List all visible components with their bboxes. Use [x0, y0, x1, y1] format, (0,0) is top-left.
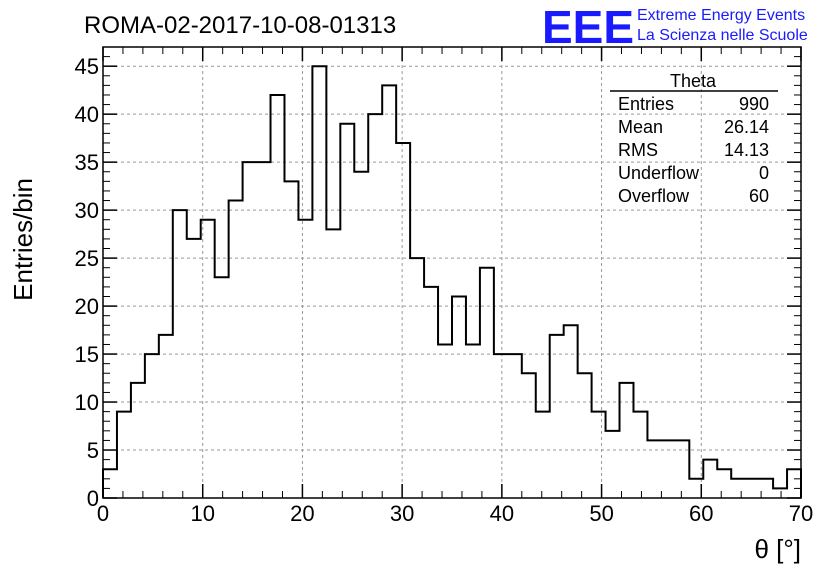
stats-value-overflow: 60 [749, 186, 769, 206]
stats-label-entries: Entries [618, 94, 674, 114]
y-tick-label: 0 [87, 486, 99, 511]
stats-value-underflow: 0 [759, 163, 769, 183]
y-tick-label: 25 [75, 246, 99, 271]
stats-value-mean: 26.14 [724, 117, 769, 137]
x-tick-labels: 0 10 20 30 40 50 60 70 [97, 501, 813, 526]
x-tick-label: 70 [789, 501, 813, 526]
histogram-outline [102, 65, 802, 498]
logo-mark: EEE [542, 1, 634, 53]
axis-ticks [102, 47, 802, 499]
stats-value-rms: 14.13 [724, 140, 769, 160]
y-axis-title: Entries/bin [8, 178, 38, 301]
stats-box: Theta Entries 990 Mean 26.14 RMS 14.13 U… [610, 71, 778, 206]
x-tick-label: 30 [390, 501, 414, 526]
stats-title: Theta [670, 71, 717, 91]
y-tick-label: 45 [75, 54, 99, 79]
x-tick-label: 40 [490, 501, 514, 526]
stats-label-rms: RMS [618, 140, 658, 160]
logo-line-2: La Scienza nelle Scuole [637, 27, 808, 44]
stats-value-entries: 990 [739, 94, 769, 114]
chart-title: ROMA-02-2017-10-08-01313 [84, 12, 396, 39]
y-tick-label: 35 [75, 150, 99, 175]
y-tick-label: 15 [75, 342, 99, 367]
x-tick-label: 20 [290, 501, 314, 526]
stats-label-mean: Mean [618, 117, 663, 137]
eee-logo: EEE Extreme Energy Events La Scienza nel… [542, 1, 808, 53]
plot-frame [102, 46, 802, 499]
x-tick-label: 10 [190, 501, 214, 526]
grid-lines [103, 47, 801, 498]
logo-line-1: Extreme Energy Events [637, 7, 805, 24]
y-tick-label: 5 [87, 438, 99, 463]
stats-label-underflow: Underflow [618, 163, 700, 183]
y-tick-label: 40 [75, 102, 99, 127]
y-tick-label: 10 [75, 390, 99, 415]
x-tick-label: 60 [689, 501, 713, 526]
y-tick-label: 30 [75, 198, 99, 223]
x-tick-label: 50 [589, 501, 613, 526]
stats-label-overflow: Overflow [618, 186, 690, 206]
x-axis-title: θ [°] [754, 534, 801, 564]
x-tick-label: 0 [97, 501, 109, 526]
y-tick-labels: 0 5 10 15 20 25 30 35 40 45 [75, 54, 99, 511]
y-tick-label: 20 [75, 294, 99, 319]
